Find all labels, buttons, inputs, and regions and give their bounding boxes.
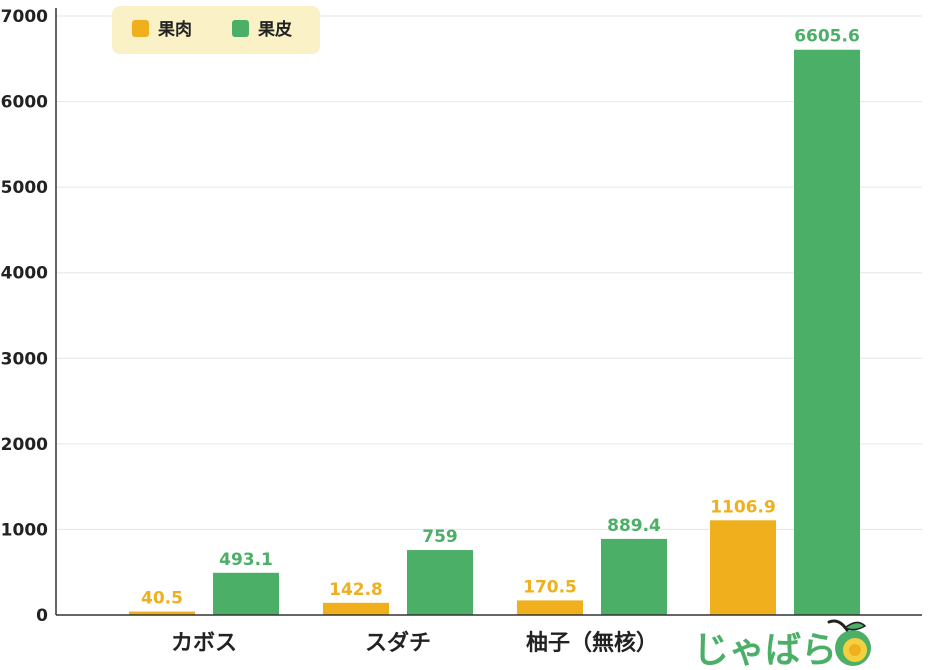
y-tick-label: 6000 [1, 93, 48, 113]
legend-label-peel: 果皮 [258, 19, 292, 40]
data-label: 6605.6 [794, 27, 860, 47]
gridlines [56, 15, 922, 530]
category-label: スダチ [365, 630, 431, 656]
citrus-fruit-icon [827, 619, 871, 666]
legend-label-flesh: 果肉 [158, 19, 192, 40]
category-label: カボス [171, 631, 237, 656]
legend-background [112, 6, 320, 54]
bar-peel [601, 538, 667, 615]
data-label: 493.1 [219, 550, 273, 570]
y-tick-label: 5000 [1, 178, 48, 198]
data-labels: 40.5 493.1 142.8 759 170.5 889.4 1106.9 6605.6 [141, 27, 860, 609]
bar-peel [794, 49, 860, 615]
legend: 果肉 果皮 [112, 6, 320, 54]
category-labels: カボス スダチ 柚子（無核） じゃばら [171, 619, 871, 670]
legend-swatch-flesh [132, 20, 149, 37]
bar-flesh [323, 602, 389, 615]
data-label: 1106.9 [710, 497, 776, 517]
y-tick-label: 2000 [1, 435, 48, 455]
y-axis-ticks: 0 1000 2000 3000 4000 5000 6000 7000 [1, 7, 48, 626]
bars [129, 49, 860, 615]
bar-flesh [710, 520, 776, 615]
y-tick-label: 0 [36, 606, 48, 626]
data-label: 170.5 [523, 577, 577, 597]
y-tick-label: 7000 [1, 7, 48, 27]
legend-swatch-peel [232, 20, 249, 37]
bar-peel [213, 572, 279, 615]
data-label: 889.4 [607, 516, 661, 536]
category-label: じゃばら [693, 630, 837, 670]
data-label: 142.8 [329, 580, 383, 600]
bar-flesh [517, 600, 583, 615]
y-tick-label: 4000 [1, 264, 48, 284]
y-tick-label: 3000 [1, 349, 48, 369]
bar-peel [407, 550, 473, 615]
data-label: 759 [422, 527, 458, 547]
y-tick-label: 1000 [1, 520, 48, 540]
bar-flesh [129, 611, 195, 615]
data-label: 40.5 [141, 589, 183, 609]
axes [55, 8, 922, 616]
category-label: 柚子（無核） [526, 630, 658, 656]
